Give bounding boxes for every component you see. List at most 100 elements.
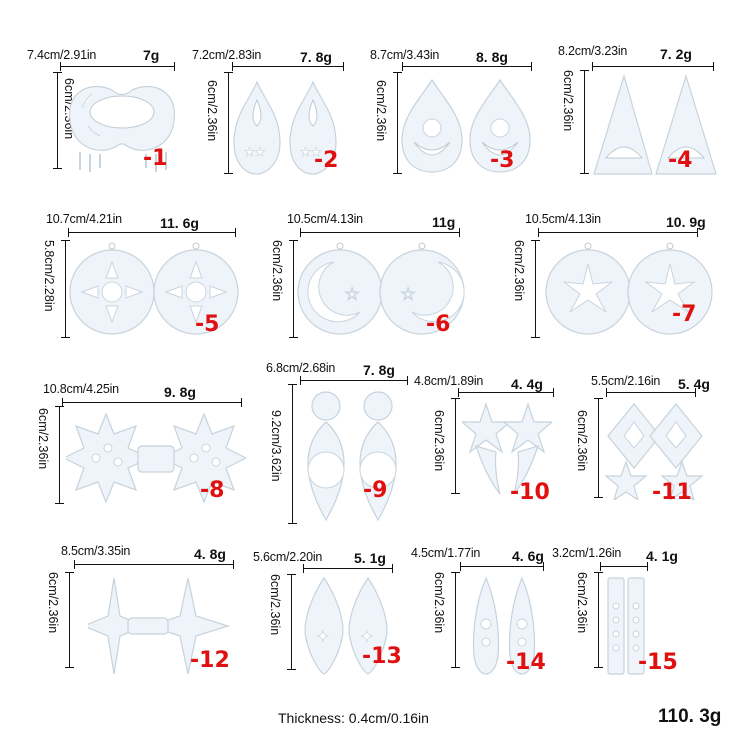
width-label: 10.8cm/4.25in	[43, 382, 119, 396]
height-dimension-line	[224, 72, 233, 174]
width-dimension-line	[592, 62, 714, 71]
weight-label: 4. 1g	[646, 548, 678, 564]
weight-label: 4. 8g	[194, 546, 226, 562]
weight-label: 7. 8g	[300, 49, 332, 65]
width-label: 8.5cm/3.35in	[61, 544, 131, 558]
height-label: 6cm/2.36in	[512, 240, 526, 302]
item-number-label: -4	[668, 148, 693, 173]
width-dimension-line	[402, 62, 532, 71]
width-dimension-line	[300, 228, 460, 237]
svg-text:★★: ★★	[244, 145, 266, 159]
width-label: 6.8cm/2.68in	[266, 361, 336, 375]
height-label: 6cm/2.36in	[205, 80, 219, 142]
earring-mold-10-image	[462, 402, 552, 495]
height-label: 6cm/2.36in	[561, 70, 575, 132]
weight-label: 9. 8g	[164, 384, 196, 400]
height-dimension-line	[594, 572, 603, 668]
height-dimension-line	[393, 72, 402, 174]
height-dimension-line	[288, 384, 297, 524]
earring-mold-13-image: ✦ ✦	[304, 576, 388, 675]
height-label: 6cm/2.36in	[46, 572, 60, 634]
item-number-label: -12	[190, 648, 230, 673]
earring-mold-15-image	[607, 577, 645, 675]
width-dimension-line	[303, 564, 393, 573]
width-dimension-line	[538, 228, 698, 237]
height-label: 6cm/2.36in	[268, 574, 282, 636]
weight-label: 4. 4g	[511, 376, 543, 392]
width-label: 3.2cm/1.26in	[552, 546, 622, 560]
height-dimension-line	[594, 398, 603, 498]
width-label: 7.4cm/2.91in	[27, 48, 97, 62]
weight-label: 8. 8g	[476, 49, 508, 65]
earring-mold-1-image	[69, 85, 175, 172]
svg-text:★★: ★★	[300, 145, 322, 159]
item-number-label: -13	[362, 644, 402, 669]
item-number-label: -8	[200, 478, 225, 503]
item-number-label: -5	[195, 312, 220, 337]
width-dimension-line	[60, 62, 175, 71]
height-dimension-line	[451, 398, 460, 494]
width-label: 7.2cm/2.83in	[192, 48, 262, 62]
svg-text:✦: ✦	[316, 629, 329, 646]
width-label: 10.7cm/4.21in	[46, 212, 122, 226]
thickness-label: Thickness: 0.4cm/0.16in	[278, 710, 429, 726]
earring-mold-8-image	[66, 412, 246, 504]
height-dimension-line	[451, 572, 460, 668]
width-dimension-line	[232, 62, 344, 71]
weight-label: 7g	[143, 47, 160, 63]
total-weight-label: 110. 3g	[658, 706, 722, 727]
height-label: 9.2cm/3.62in	[269, 410, 283, 482]
height-label: 5.8cm/2.28in	[42, 240, 56, 312]
height-dimension-line	[65, 572, 74, 668]
height-label: 6cm/2.36in	[575, 572, 589, 634]
width-label: 5.6cm/2.20in	[253, 550, 323, 564]
earring-mold-4-image	[593, 73, 717, 175]
width-dimension-line	[62, 398, 242, 407]
weight-label: 11. 6g	[160, 215, 199, 231]
width-label: 8.2cm/3.23in	[558, 44, 628, 58]
height-label: 6cm/2.36in	[575, 410, 589, 472]
earring-mold-9-image	[307, 391, 397, 522]
height-label: 6cm/2.36in	[432, 410, 446, 472]
item-number-label: -3	[490, 148, 515, 173]
width-dimension-line	[458, 388, 554, 397]
svg-text:☆: ☆	[344, 284, 360, 304]
item-number-label: -6	[426, 312, 451, 337]
earring-mold-5-image	[69, 242, 239, 335]
width-dimension-line	[74, 560, 234, 569]
height-label: 6cm/2.36in	[36, 408, 50, 470]
width-label: 5.5cm/2.16in	[591, 374, 661, 388]
earring-mold-11-image	[604, 403, 704, 500]
earring-mold-6-image: ☆ ☆	[297, 242, 465, 335]
item-number-label: -1	[143, 146, 168, 171]
item-number-label: -9	[363, 478, 388, 503]
height-dimension-line	[289, 240, 298, 338]
height-label: 6cm/2.36in	[374, 80, 388, 142]
height-dimension-line	[580, 70, 589, 174]
earring-mold-14-image	[472, 576, 536, 675]
earring-mold-2-image: ★★ ★★	[233, 80, 337, 175]
earring-mold-3-image	[401, 78, 531, 173]
width-label: 10.5cm/4.13in	[525, 212, 601, 226]
weight-label: 11g	[432, 214, 456, 230]
width-dimension-line	[68, 228, 236, 237]
weight-label: 7. 8g	[363, 362, 395, 378]
height-dimension-line	[61, 240, 70, 338]
weight-label: 10. 9g	[666, 214, 706, 230]
item-number-label: -10	[510, 480, 550, 505]
svg-text:☆: ☆	[400, 284, 416, 304]
width-label: 8.7cm/3.43in	[370, 48, 440, 62]
width-label: 10.5cm/4.13in	[287, 212, 363, 226]
width-dimension-line	[600, 562, 648, 571]
earring-mold-7-image	[545, 242, 713, 335]
weight-label: 5. 4g	[678, 376, 710, 392]
item-number-label: -11	[652, 480, 692, 505]
width-dimension-line	[460, 562, 544, 571]
weight-label: 4. 6g	[512, 548, 544, 564]
height-dimension-line	[531, 240, 540, 338]
width-label: 4.8cm/1.89in	[414, 374, 484, 388]
weight-label: 5. 1g	[354, 550, 386, 566]
item-number-label: -2	[314, 148, 339, 173]
width-dimension-line	[606, 388, 696, 397]
height-label: 6cm/2.36in	[432, 572, 446, 634]
